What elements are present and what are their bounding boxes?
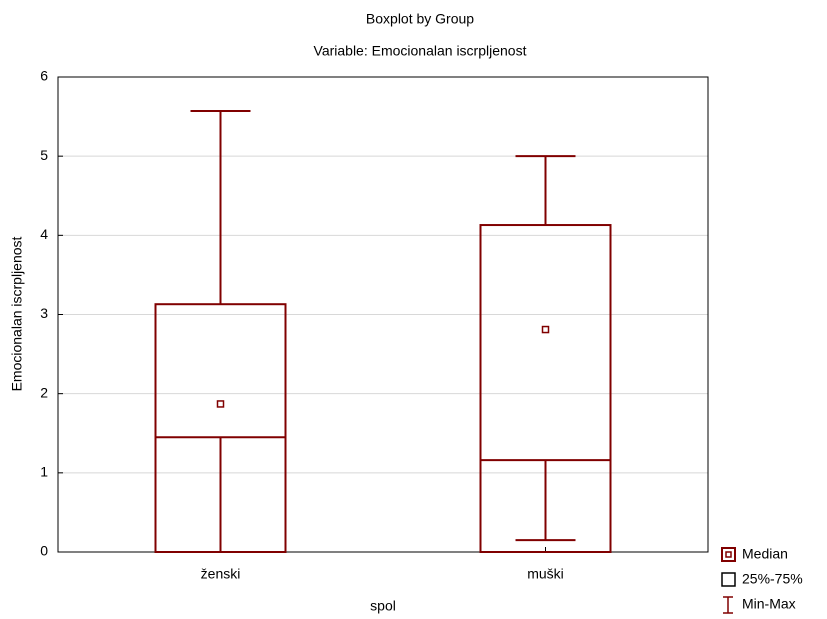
legend-icon xyxy=(721,572,736,587)
chart-title: Boxplot by Group xyxy=(366,11,474,27)
legend-label: Min-Max xyxy=(742,596,796,612)
legend-icon xyxy=(725,551,732,558)
plot-frame xyxy=(57,76,709,553)
y-tick-label: 3 xyxy=(40,305,48,321)
legend-label: Median xyxy=(742,546,788,562)
y-axis-label: Emocionalan iscrpljenost xyxy=(9,236,25,391)
median-marker xyxy=(216,400,225,408)
box xyxy=(479,224,612,554)
chart-subtitle: Variable: Emocionalan iscrpljenost xyxy=(314,43,527,59)
legend-label: 25%-75% xyxy=(742,571,803,587)
x-tick-label: ženski xyxy=(201,566,241,582)
y-tick-label: 4 xyxy=(40,226,48,242)
y-tick-label: 1 xyxy=(40,464,48,480)
median-marker xyxy=(541,325,550,334)
y-tick-label: 0 xyxy=(40,543,48,559)
x-axis-label: spol xyxy=(370,598,396,614)
y-tick-label: 5 xyxy=(40,147,48,163)
y-tick-label: 2 xyxy=(40,384,48,400)
box xyxy=(154,303,287,554)
x-tick-label: muški xyxy=(527,566,564,582)
y-tick-label: 6 xyxy=(40,68,48,84)
